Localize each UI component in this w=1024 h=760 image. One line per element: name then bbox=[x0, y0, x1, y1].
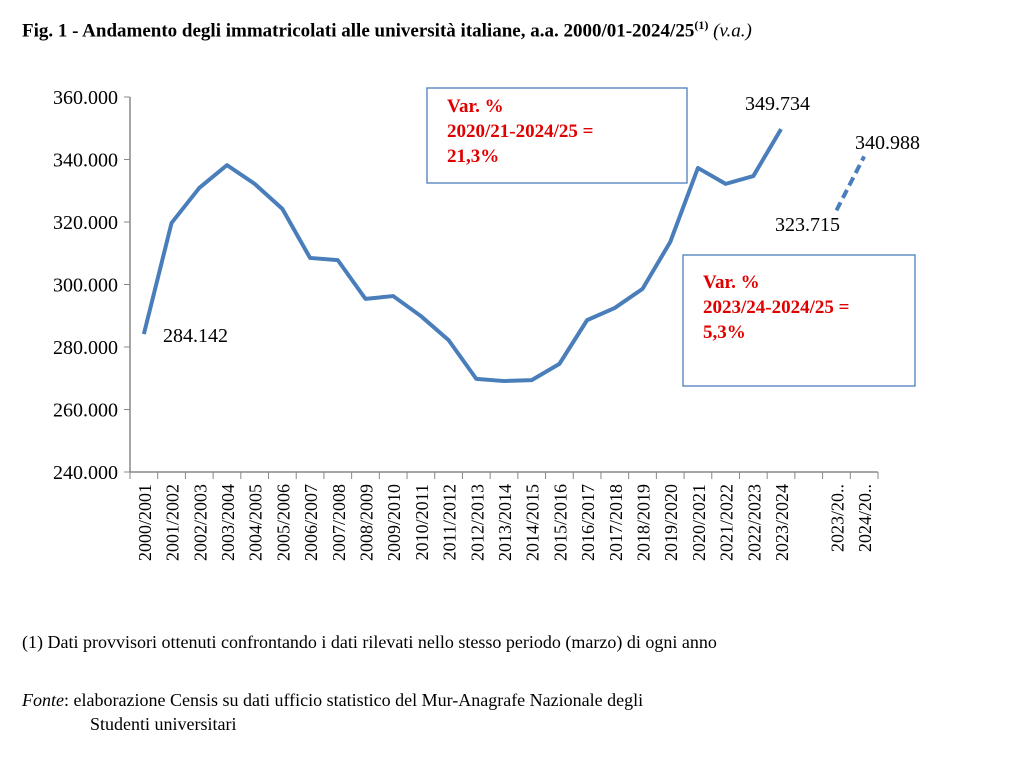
series-line-solid bbox=[141, 128, 783, 384]
data-label: 284.142 bbox=[163, 325, 228, 347]
annotation-text: 2023/24-2024/25 = bbox=[703, 297, 849, 318]
y-tick-label: 280.000 bbox=[53, 337, 118, 359]
x-tick-label: 2007/2008 bbox=[329, 484, 349, 561]
x-tick-label: 2023/2024 bbox=[772, 484, 792, 561]
x-tick-label: 2018/2019 bbox=[634, 484, 654, 561]
y-tick-label: 320.000 bbox=[53, 212, 118, 234]
series-line-dashed bbox=[834, 155, 866, 212]
annotation-box bbox=[682, 254, 916, 387]
data-label: 323.715 bbox=[775, 214, 840, 236]
annotation-box bbox=[426, 87, 688, 184]
x-tick-label: 2003/2004 bbox=[218, 484, 238, 561]
annotation-text: Var. % bbox=[703, 272, 760, 293]
x-tick-label: 2016/2017 bbox=[578, 484, 598, 561]
x-tick-label: 2014/2015 bbox=[523, 484, 543, 561]
x-tick-label: 2013/2014 bbox=[495, 484, 515, 561]
chart-title: Fig. 1 - Andamento degli immatricolati a… bbox=[22, 18, 752, 42]
y-tick-label: 240.000 bbox=[53, 462, 118, 484]
x-tick-label: 2009/2010 bbox=[384, 484, 404, 561]
y-tick-label: 360.000 bbox=[53, 87, 118, 109]
x-tick-label: 2004/2005 bbox=[246, 484, 266, 561]
y-tick-label: 260.000 bbox=[53, 400, 118, 422]
x-tick-label: 2017/2018 bbox=[606, 484, 626, 561]
annotation-text: Var. % bbox=[447, 96, 504, 117]
x-tick-label: 2020/2021 bbox=[689, 484, 709, 561]
x-tick-label: 2021/2022 bbox=[717, 484, 737, 561]
x-tick-label: 2000/2001 bbox=[135, 484, 155, 561]
x-tick-label: 2023/20.. bbox=[827, 484, 847, 552]
annotation-text: 2020/21-2024/25 = bbox=[447, 121, 593, 142]
x-tick-label: 2012/2013 bbox=[467, 484, 487, 561]
y-tick-label: 300.000 bbox=[53, 275, 118, 297]
x-tick-label: 2006/2007 bbox=[301, 484, 321, 561]
x-tick-label: 2011/2012 bbox=[440, 484, 460, 560]
footnote: (1) Dati provvisori ottenuti confrontand… bbox=[22, 632, 717, 652]
source-note: Fonte: elaborazione Censis su dati uffic… bbox=[22, 690, 644, 734]
x-tick-label: 2002/2003 bbox=[190, 484, 210, 561]
line-chart: 240.000 260.000 280.000 300.000 320.000 340.0… bbox=[53, 87, 920, 561]
x-tick-label: 2008/2009 bbox=[356, 484, 376, 561]
x-tick-label: 2005/2006 bbox=[273, 484, 293, 561]
x-tick-label: 2001/2002 bbox=[163, 484, 183, 561]
y-tick-label: 340.000 bbox=[53, 150, 118, 172]
x-tick-label: 2015/2016 bbox=[550, 484, 570, 561]
x-tick-label: 2010/2011 bbox=[412, 484, 432, 560]
annotation-text: 5,3% bbox=[703, 322, 746, 343]
x-tick-label: 2019/2020 bbox=[661, 484, 681, 561]
annotation-text: 21,3% bbox=[447, 146, 499, 167]
data-label: 340.988 bbox=[855, 132, 920, 154]
data-label: 349.734 bbox=[745, 93, 810, 115]
x-tick-label: 2024/20.. bbox=[855, 484, 875, 552]
x-tick-label: 2022/2023 bbox=[744, 484, 764, 561]
